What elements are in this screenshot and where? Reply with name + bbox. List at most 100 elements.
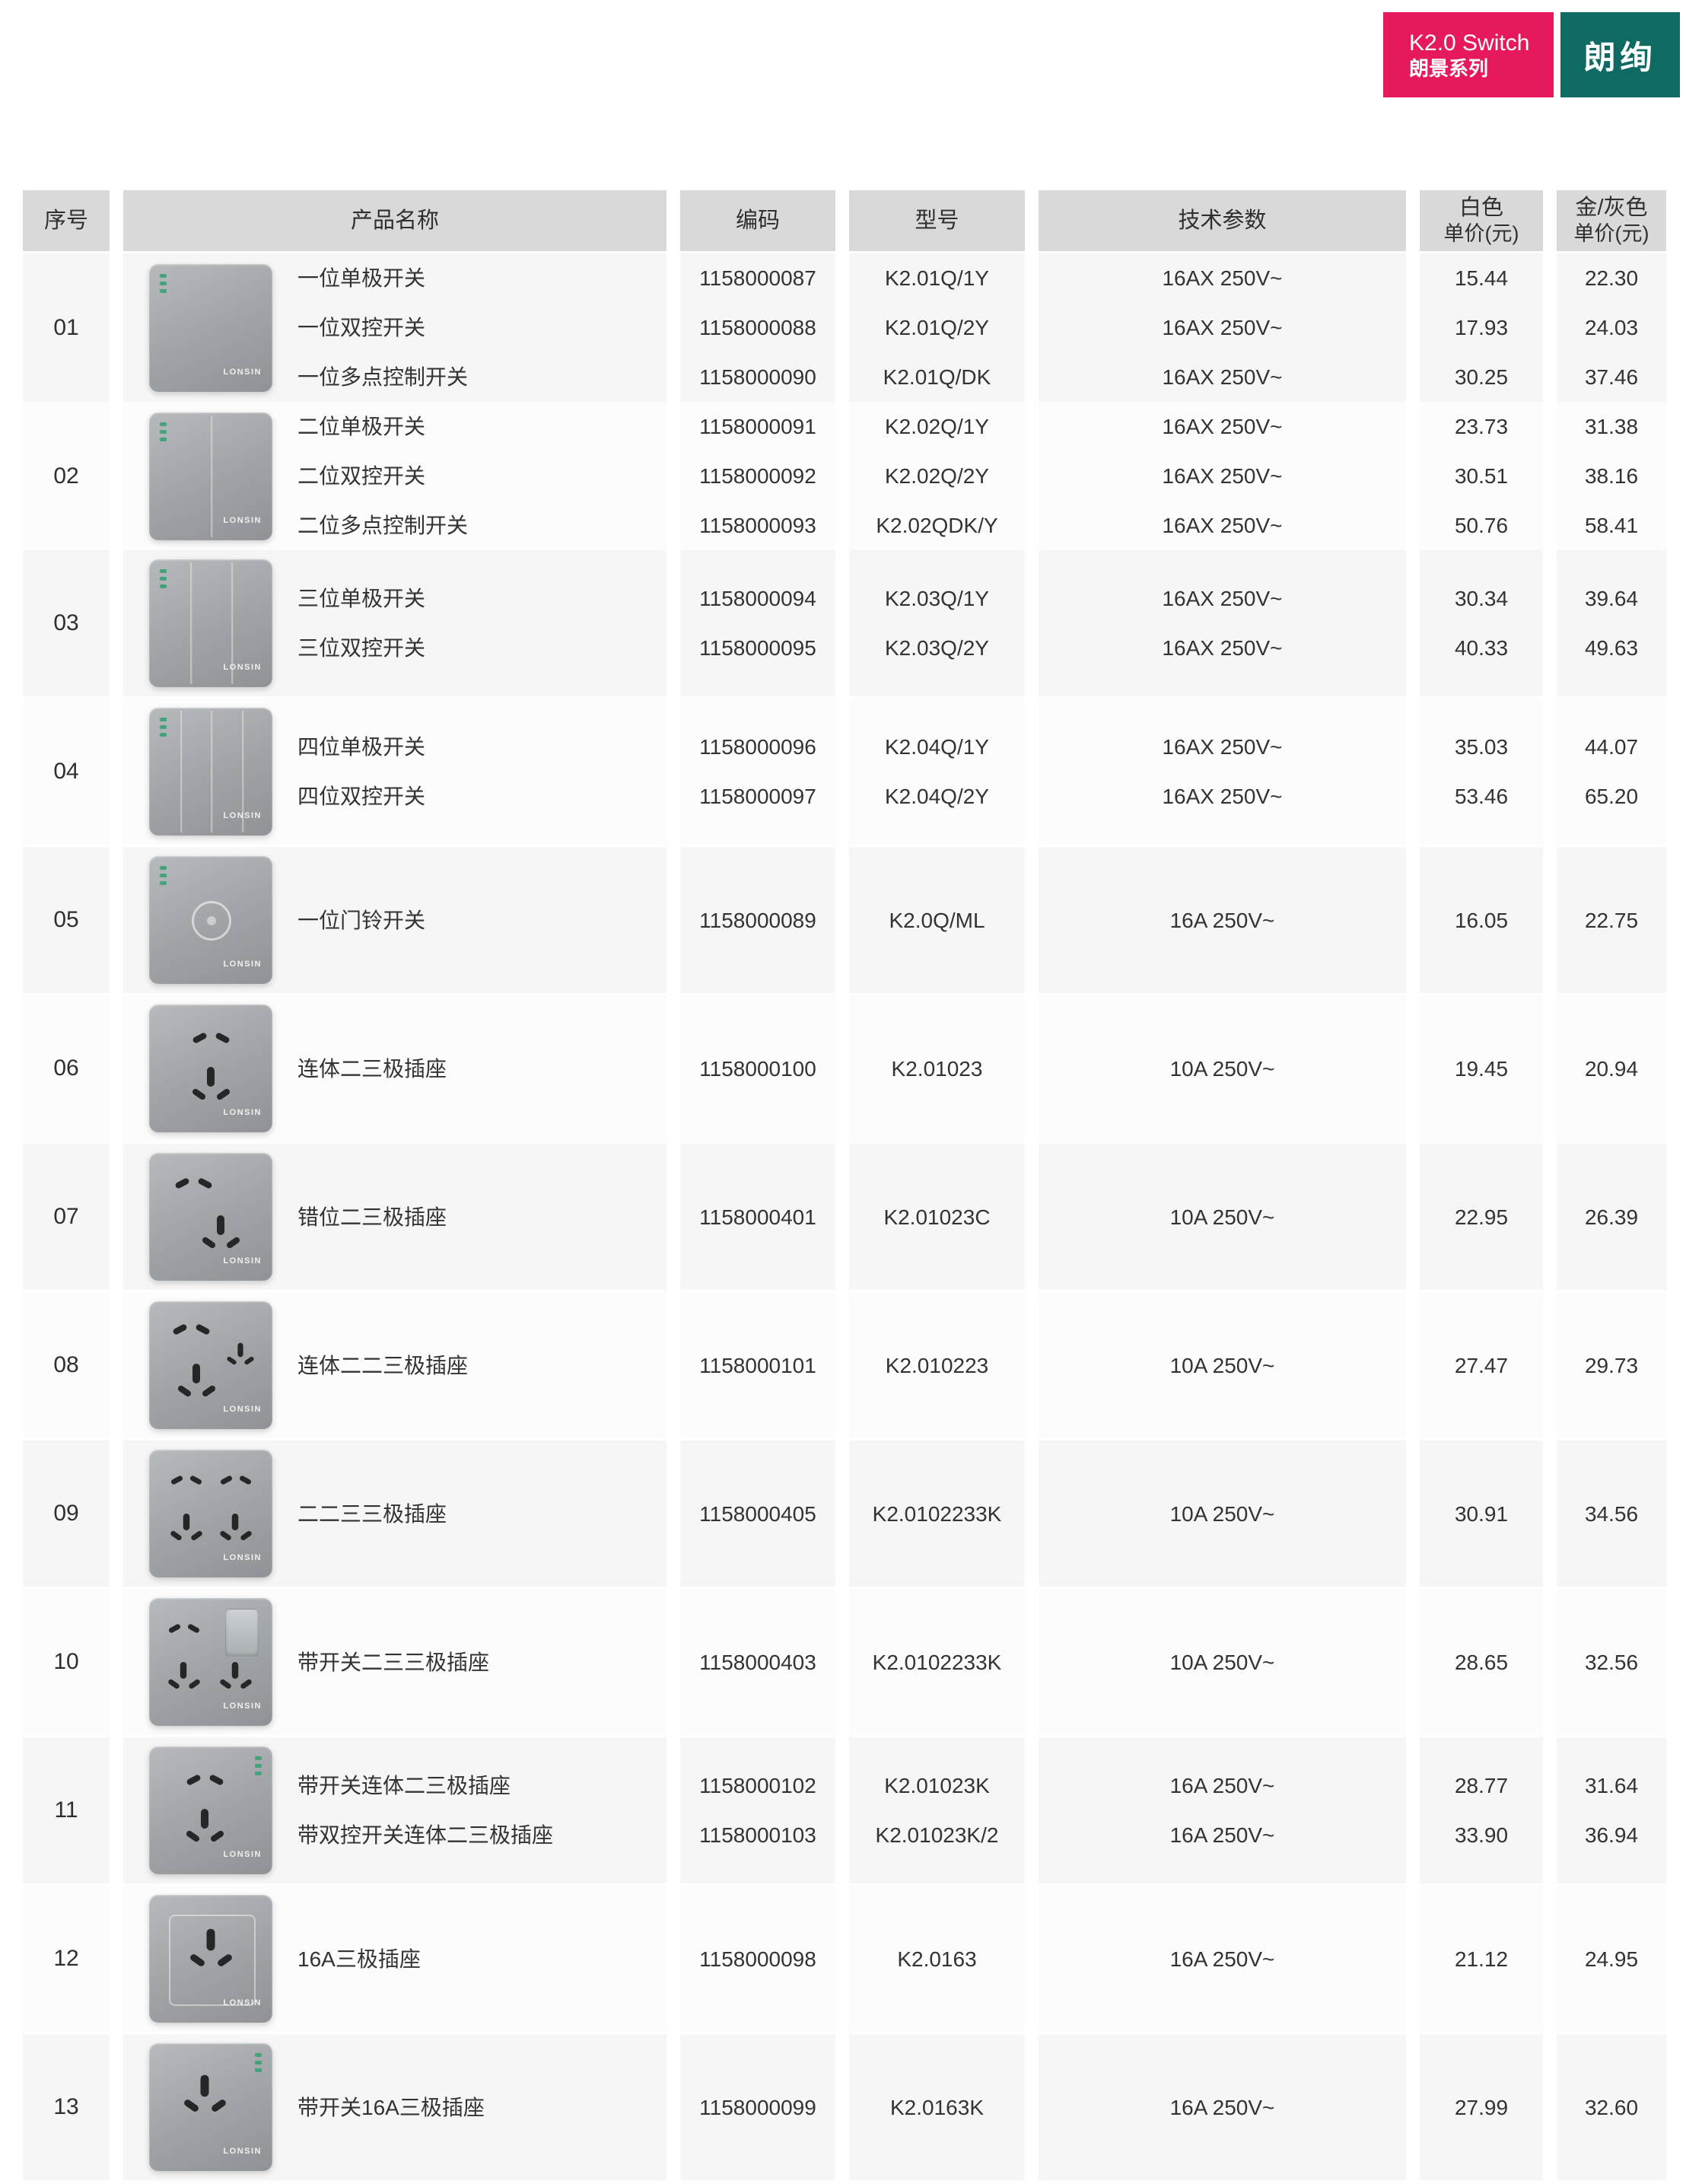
product-name: 二二三三极插座 (297, 1501, 447, 1526)
white-value: 27.47 (1454, 1353, 1509, 1377)
white-value: 30.51 (1454, 464, 1509, 488)
plate-brand-label: LONSIN (223, 811, 262, 820)
switched-ten-hole-socket-plate-icon: LONSIN (149, 1598, 272, 1726)
spec-value: 10A 250V~ (1169, 1056, 1275, 1081)
product-name-cell: LONSIN 带开关连体二三极插座 带双控开关连体二三极插座 (123, 1737, 666, 1883)
column-header-label: 金/灰色 (1575, 196, 1648, 220)
white-value: 23.73 (1454, 415, 1509, 438)
code-value: 1158000089 (699, 908, 816, 932)
cell-model: K2.03Q/1Y K2.03Q/2Y (849, 550, 1025, 696)
model-value: K2.03Q/1Y (885, 587, 989, 610)
product-name-lines: 带开关二三三极插座 (297, 1638, 489, 1687)
cell-code: 1158000091 1158000092 1158000093 (680, 402, 835, 550)
white-value: 28.77 (1454, 1774, 1509, 1797)
cell-code: 1158000089 (680, 847, 835, 993)
cell-spec: 16AX 250V~ 16AX 250V~ (1039, 699, 1406, 845)
cell-code: 1158000401 (680, 1144, 835, 1290)
code-value: 1158000099 (699, 2095, 816, 2119)
table-row: 09 LONSIN 二二三三极插座 1158000405 K2.0102233K 10A … (23, 1441, 1666, 1587)
white-value: 27.99 (1454, 2095, 1509, 2119)
product-name-lines: 带开关连体二三极插座 带双控开关连体二三极插座 (297, 1761, 553, 1860)
cell-model: K2.010223 (849, 1292, 1025, 1438)
gold-value: 31.38 (1584, 415, 1639, 438)
code-value: 1158000403 (699, 1650, 816, 1674)
spec-value: 16AX 250V~ (1162, 266, 1283, 290)
gold-value: 26.39 (1584, 1205, 1639, 1229)
column-header-1: 产品名称 (123, 190, 666, 251)
white-value: 22.95 (1454, 1205, 1509, 1229)
cell-white: 28.65 (1420, 1589, 1543, 1735)
cell-white: 30.91 (1420, 1441, 1543, 1587)
cell-gold: 32.60 (1557, 2034, 1666, 2180)
product-name-lines: 一位门铃开关 (297, 896, 425, 945)
price-table: 序号 产品名称 编码 型号 技术参数 白色 单价(元) 金/灰色 单价(元) 01 LONSIN 一… (23, 190, 1666, 2182)
cell-spec: 16AX 250V~ 16AX 250V~ (1039, 550, 1406, 696)
product-name: 三位双控开关 (297, 636, 426, 660)
plate-brand-label: LONSIN (223, 1553, 262, 1562)
gold-value: 31.64 (1584, 1774, 1639, 1797)
spec-value: 16A 250V~ (1169, 2095, 1275, 2119)
indicator-led-icon (160, 422, 167, 441)
model-value: K2.0163K (890, 2095, 984, 2119)
plate-brand-label: LONSIN (223, 663, 262, 672)
plate-brand-label: LONSIN (223, 2147, 262, 2156)
product-name: 一位双控开关 (297, 316, 426, 339)
column-header-0: 序号 (23, 190, 110, 251)
spec-value: 10A 250V~ (1169, 1501, 1275, 1526)
white-value: 30.34 (1454, 587, 1509, 610)
gold-value: 39.64 (1584, 587, 1639, 610)
spec-value: 16AX 250V~ (1162, 464, 1283, 488)
header-badges: K2.0 Switch 朗景系列 朗绚 (1383, 12, 1680, 97)
white-value: 15.44 (1454, 266, 1509, 290)
cell-white: 19.45 (1420, 995, 1543, 1141)
product-name-cell: LONSIN 二位单极开关 二位双控开关 二位多点控制开关 (123, 402, 666, 550)
serial-cell: 01 (23, 253, 110, 402)
16a-three-pin-socket-plate-icon: LONSIN (149, 1895, 272, 2023)
cell-spec: 16A 250V~ (1039, 2034, 1406, 2180)
cell-model: K2.0Q/ML (849, 847, 1025, 993)
product-name: 一位多点控制开关 (297, 365, 469, 389)
white-value: 53.46 (1454, 785, 1509, 808)
code-value: 1158000091 (699, 415, 816, 438)
white-value: 40.33 (1454, 636, 1509, 660)
spec-value: 10A 250V~ (1169, 1650, 1275, 1674)
cell-gold: 29.73 (1557, 1292, 1666, 1438)
indicator-led-icon (160, 273, 167, 293)
spec-value: 10A 250V~ (1169, 1353, 1275, 1377)
gold-value: 22.75 (1584, 908, 1639, 932)
cell-spec: 10A 250V~ (1039, 1292, 1406, 1438)
cell-white: 30.34 40.33 (1420, 550, 1543, 696)
plate-brand-label: LONSIN (223, 960, 262, 969)
product-name-cell: LONSIN 带开关二三三极插座 (123, 1589, 666, 1735)
table-row: 08 LONSIN 连体二二三极插座 1158000101 K2.010223 10A 2… (23, 1292, 1666, 1438)
plate-brand-label: LONSIN (223, 1256, 262, 1266)
table-body: 01 LONSIN 一位单极开关 一位双控开关 一位多点控制开关 1158000087 11… (23, 253, 1666, 2180)
cell-white: 15.44 17.93 30.25 (1420, 253, 1543, 402)
doorbell-switch-plate-icon: LONSIN (149, 856, 272, 984)
product-name: 带开关连体二三极插座 (297, 1774, 511, 1797)
product-name-cell: LONSIN 连体二二三极插座 (123, 1292, 666, 1438)
cell-code: 1158000405 (680, 1441, 835, 1587)
cell-gold: 22.30 24.03 37.46 (1557, 253, 1666, 402)
model-value: K2.01023K (884, 1774, 990, 1797)
model-value: K2.01Q/2Y (885, 316, 989, 339)
gold-value: 49.63 (1584, 636, 1639, 660)
four-gang-switch-plate-icon: LONSIN (149, 708, 272, 836)
cell-model: K2.01023K K2.01023K/2 (849, 1737, 1025, 1883)
cell-code: 1158000099 (680, 2034, 835, 2180)
cell-model: K2.0163K (849, 2034, 1025, 2180)
gold-value: 24.03 (1584, 316, 1639, 339)
product-name: 一位门铃开关 (297, 908, 426, 932)
serial-cell: 11 (23, 1737, 110, 1883)
cell-spec: 16AX 250V~ 16AX 250V~ 16AX 250V~ (1039, 253, 1406, 402)
spec-value: 16AX 250V~ (1162, 636, 1283, 660)
product-name-lines: 三位单极开关 三位双控开关 (297, 574, 425, 673)
cell-code: 1158000096 1158000097 (680, 699, 835, 845)
model-value: K2.0Q/ML (889, 908, 985, 932)
column-header-sublabel: 单价(元) (1573, 222, 1649, 245)
table-row: 03 LONSIN 三位单极开关 三位双控开关 1158000094 1158000095… (23, 550, 1666, 696)
model-value: K2.010223 (885, 1353, 989, 1377)
model-value: K2.0163 (897, 1947, 977, 1971)
cell-white: 35.03 53.46 (1420, 699, 1543, 845)
indicator-led-icon (255, 2053, 262, 2072)
